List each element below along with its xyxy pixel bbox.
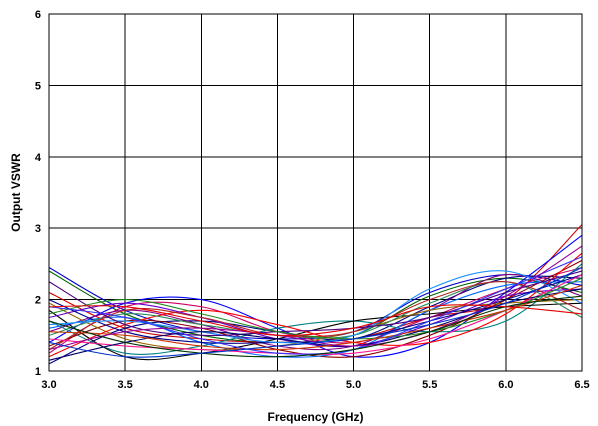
y-tick-label: 5 bbox=[35, 80, 41, 92]
series-line-17 bbox=[49, 281, 582, 351]
series-line-23 bbox=[49, 284, 582, 351]
series-lines bbox=[49, 224, 582, 365]
y-tick-label: 6 bbox=[35, 9, 41, 21]
x-tick-label: 6.5 bbox=[574, 379, 589, 391]
series-line-14 bbox=[49, 288, 582, 348]
y-axis-title: Output VSWR bbox=[9, 153, 23, 232]
x-tick-label: 6.0 bbox=[498, 379, 513, 391]
series-line-3 bbox=[49, 224, 582, 344]
plot-area-border bbox=[48, 13, 583, 372]
series-line-26 bbox=[49, 295, 582, 358]
series-line-25 bbox=[49, 245, 582, 351]
series-line-28 bbox=[49, 266, 582, 358]
series-line-15 bbox=[49, 274, 582, 344]
x-tick-label: 3.0 bbox=[41, 379, 56, 391]
series-line-13 bbox=[49, 252, 582, 358]
series-line-5 bbox=[49, 275, 582, 365]
series-line-7 bbox=[49, 273, 582, 351]
y-tick-label: 1 bbox=[35, 366, 41, 378]
x-tick-label: 3.5 bbox=[117, 379, 132, 391]
series-line-6 bbox=[49, 234, 582, 358]
x-axis-title: Frequency (GHz) bbox=[267, 410, 363, 424]
y-tick-label: 2 bbox=[35, 295, 41, 307]
x-axis-ticks: 3.0 3.5 4.0 4.5 5.0 5.5 6.0 6.5 bbox=[41, 379, 589, 391]
series-line-8 bbox=[49, 263, 582, 355]
series-line-19 bbox=[49, 270, 582, 337]
x-tick-label: 4.0 bbox=[194, 379, 209, 391]
series-line-11 bbox=[49, 281, 582, 358]
x-tick-label: 5.5 bbox=[422, 379, 437, 391]
y-tick-label: 4 bbox=[35, 152, 42, 164]
series-line-27 bbox=[49, 304, 582, 337]
y-tick-label: 3 bbox=[35, 223, 41, 235]
x-tick-label: 5.0 bbox=[346, 379, 361, 391]
x-tick-label: 4.5 bbox=[270, 379, 285, 391]
y-axis-ticks: 1 2 3 4 5 6 bbox=[35, 9, 42, 378]
